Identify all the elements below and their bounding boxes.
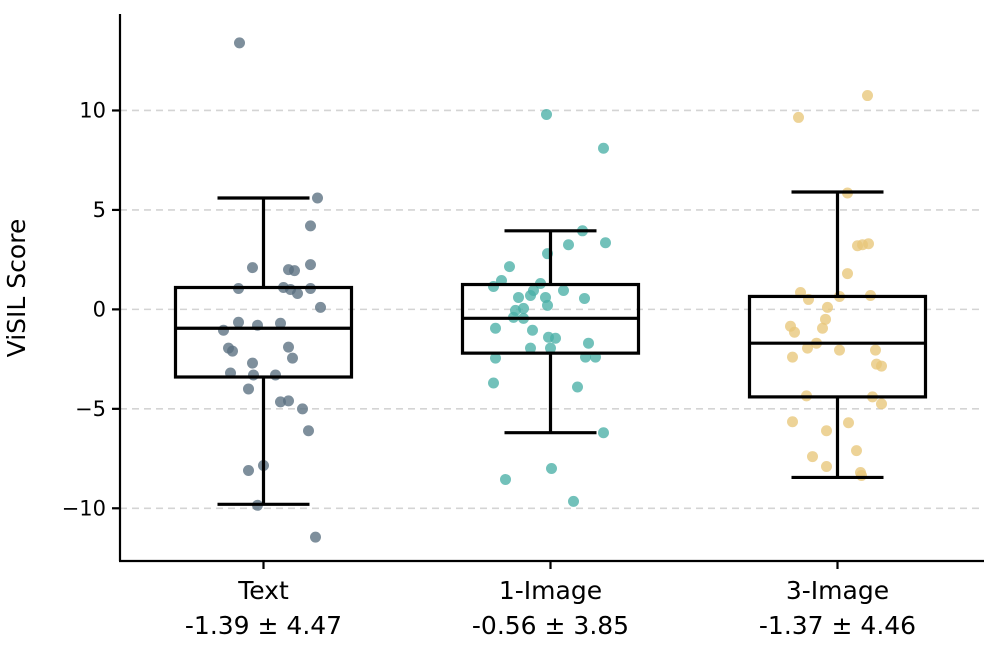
scatter-point (789, 326, 800, 338)
scatter-point (817, 322, 828, 334)
scatter-point (598, 142, 609, 154)
scatter-point (500, 473, 511, 485)
scatter-point (542, 299, 553, 311)
scatter-point (297, 403, 308, 415)
scatter-point (563, 239, 574, 251)
box-rect (747, 294, 928, 399)
scatter-point (870, 344, 881, 356)
scatter-point (227, 345, 238, 357)
scatter-point (275, 396, 286, 408)
scatter-point (546, 463, 557, 475)
x-axis-label: 1-Image (499, 576, 602, 605)
scatter-point (807, 451, 818, 463)
scatter-point (303, 425, 314, 437)
scatter-point (504, 261, 515, 273)
scatter-point (247, 357, 258, 369)
scatter-point (518, 302, 529, 314)
scatter-point (289, 265, 300, 277)
scatter-point (312, 192, 323, 204)
scatter-point (851, 445, 862, 457)
y-tick-label: −5 (75, 397, 106, 421)
scatter-point (821, 461, 832, 473)
scatter-point (600, 237, 611, 249)
scatter-point (310, 531, 321, 543)
scatter-point (541, 108, 552, 120)
scatter-point (583, 337, 594, 349)
scatter-point (579, 292, 590, 304)
scatter-point (550, 332, 561, 344)
scatter-point (243, 383, 254, 395)
scatter-point (283, 341, 294, 353)
x-axis-label: 3-Image (786, 576, 889, 605)
scatter-point (233, 316, 244, 328)
scatter-point (305, 220, 316, 232)
scatter-point (234, 37, 245, 49)
scatter-point (275, 317, 286, 329)
scatter-point (568, 495, 579, 507)
scatter-point (305, 259, 316, 271)
x-axis-sublabel: -1.39 ± 4.47 (185, 611, 342, 640)
scatter-point (843, 417, 854, 429)
scatter-point (218, 324, 229, 336)
scatter-point (488, 281, 499, 293)
scatter-point (525, 342, 536, 354)
scatter-point (802, 342, 813, 354)
scatter-point (315, 301, 326, 313)
x-axis-label: Text (237, 576, 289, 605)
x-axis-sublabel: -1.37 ± 4.46 (759, 611, 916, 640)
scatter-point (834, 344, 845, 356)
scatter-point (527, 324, 538, 336)
scatter-point (787, 351, 798, 363)
scatter-point (822, 301, 833, 313)
scatter-point (820, 313, 831, 325)
y-tick-label: −10 (62, 496, 106, 520)
y-axis-label: ViSIL Score (2, 219, 31, 358)
scatter-point (490, 322, 501, 334)
scatter-point (247, 262, 258, 274)
x-axis-sublabel: -0.56 ± 3.85 (472, 611, 629, 640)
scatter-point (283, 395, 294, 407)
scatter-point (292, 287, 303, 299)
scatter-point (490, 352, 501, 364)
scatter-point (856, 469, 867, 481)
scatter-point (821, 425, 832, 437)
scatter-point (513, 291, 524, 303)
scatter-point (572, 381, 583, 393)
scatter-point (528, 284, 539, 296)
box-rect (173, 285, 354, 379)
scatter-point (862, 90, 873, 102)
scatter-point (857, 239, 868, 251)
scatter-point (545, 342, 556, 354)
scatter-point (598, 427, 609, 439)
scatter-point (287, 352, 298, 364)
scatter-point (876, 360, 887, 372)
y-tick-label: 0 (93, 297, 106, 321)
scatter-point (793, 111, 804, 123)
scatter-point (488, 377, 499, 389)
scatter-point (787, 416, 798, 428)
scatter-point (558, 284, 569, 296)
scatter-point (248, 369, 259, 381)
scatter-point (842, 268, 853, 280)
y-tick-label: 5 (93, 198, 106, 222)
scatter-point (270, 369, 281, 381)
scatter-point (243, 464, 254, 476)
scatter-point (876, 398, 887, 410)
y-tick-label: 10 (79, 98, 106, 122)
